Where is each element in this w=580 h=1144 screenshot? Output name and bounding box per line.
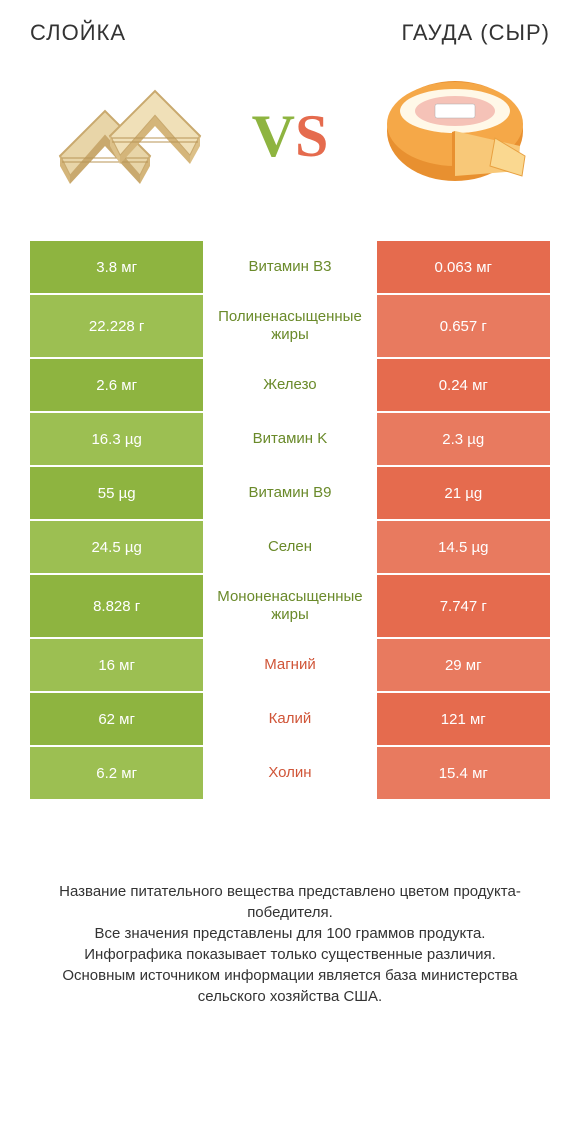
footer-line3: Инфографика показывает только существенн… xyxy=(40,944,540,965)
table-row: 3.8 мгВитамин B30.063 мг xyxy=(30,241,550,295)
value-left: 2.6 мг xyxy=(30,359,203,411)
vs-v: V xyxy=(252,103,295,169)
table-row: 22.228 гПолиненасыщенные жиры0.657 г xyxy=(30,295,550,359)
pastry-image xyxy=(40,71,210,201)
value-right: 29 мг xyxy=(377,639,550,691)
nutrient-label: Селен xyxy=(203,521,376,573)
value-left: 8.828 г xyxy=(30,575,203,637)
nutrient-label: Витамин K xyxy=(203,413,376,465)
nutrient-label: Витамин B3 xyxy=(203,241,376,293)
title-left: СЛОЙКА xyxy=(30,20,126,46)
value-right: 2.3 µg xyxy=(377,413,550,465)
table-row: 55 µgВитамин B921 µg xyxy=(30,467,550,521)
value-right: 0.063 мг xyxy=(377,241,550,293)
vs-section: VS xyxy=(30,71,550,201)
value-right: 121 мг xyxy=(377,693,550,745)
nutrient-label: Калий xyxy=(203,693,376,745)
value-right: 15.4 мг xyxy=(377,747,550,799)
value-left: 62 мг xyxy=(30,693,203,745)
nutrient-label: Магний xyxy=(203,639,376,691)
title-right: ГАУДА (СЫР) xyxy=(401,20,550,46)
table-row: 2.6 мгЖелезо0.24 мг xyxy=(30,359,550,413)
footer-line4: Основным источником информации является … xyxy=(40,965,540,1007)
nutrient-label: Мононенасыщенные жиры xyxy=(203,575,376,637)
table-row: 24.5 µgСелен14.5 µg xyxy=(30,521,550,575)
footer-text: Название питательного вещества представл… xyxy=(30,881,550,1007)
table-row: 62 мгКалий121 мг xyxy=(30,693,550,747)
nutrient-label: Полиненасыщенные жиры xyxy=(203,295,376,357)
value-left: 3.8 мг xyxy=(30,241,203,293)
value-right: 21 µg xyxy=(377,467,550,519)
value-left: 22.228 г xyxy=(30,295,203,357)
nutrient-label: Холин xyxy=(203,747,376,799)
table-row: 6.2 мгХолин15.4 мг xyxy=(30,747,550,801)
value-right: 0.657 г xyxy=(377,295,550,357)
value-left: 55 µg xyxy=(30,467,203,519)
value-right: 7.747 г xyxy=(377,575,550,637)
value-left: 16 мг xyxy=(30,639,203,691)
cheese-image xyxy=(370,71,540,201)
table-row: 16 мгМагний29 мг xyxy=(30,639,550,693)
comparison-table: 3.8 мгВитамин B30.063 мг22.228 гПолинена… xyxy=(30,241,550,801)
vs-s: S xyxy=(295,103,328,169)
table-row: 8.828 гМононенасыщенные жиры7.747 г xyxy=(30,575,550,639)
header: СЛОЙКА ГАУДА (СЫР) xyxy=(30,20,550,46)
footer-line1: Название питательного вещества представл… xyxy=(40,881,540,923)
value-left: 24.5 µg xyxy=(30,521,203,573)
footer-line2: Все значения представлены для 100 граммо… xyxy=(40,923,540,944)
nutrient-label: Витамин B9 xyxy=(203,467,376,519)
vs-label: VS xyxy=(252,102,329,171)
value-left: 6.2 мг xyxy=(30,747,203,799)
value-right: 14.5 µg xyxy=(377,521,550,573)
value-left: 16.3 µg xyxy=(30,413,203,465)
value-right: 0.24 мг xyxy=(377,359,550,411)
nutrient-label: Железо xyxy=(203,359,376,411)
table-row: 16.3 µgВитамин K2.3 µg xyxy=(30,413,550,467)
